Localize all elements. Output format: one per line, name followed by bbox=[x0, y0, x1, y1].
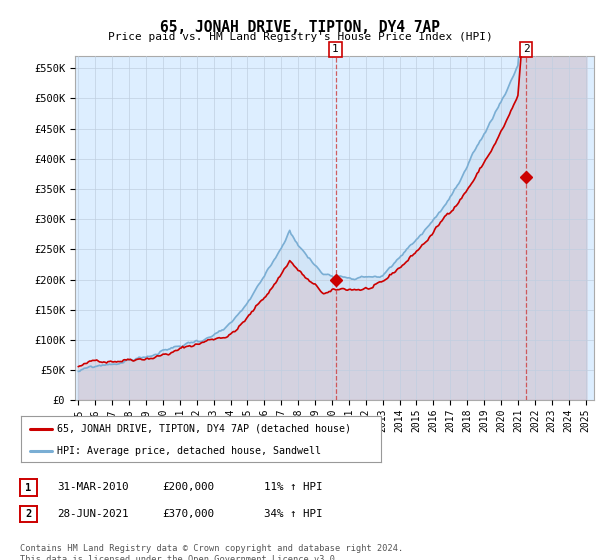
Text: 1: 1 bbox=[332, 44, 339, 54]
Text: Contains HM Land Registry data © Crown copyright and database right 2024.
This d: Contains HM Land Registry data © Crown c… bbox=[20, 544, 403, 560]
Text: HPI: Average price, detached house, Sandwell: HPI: Average price, detached house, Sand… bbox=[57, 446, 321, 455]
Text: 65, JONAH DRIVE, TIPTON, DY4 7AP (detached house): 65, JONAH DRIVE, TIPTON, DY4 7AP (detach… bbox=[57, 424, 351, 434]
Text: £370,000: £370,000 bbox=[162, 508, 214, 519]
Text: 11% ↑ HPI: 11% ↑ HPI bbox=[264, 482, 323, 492]
Text: 2: 2 bbox=[25, 509, 31, 519]
Text: 2: 2 bbox=[523, 44, 530, 54]
Text: £200,000: £200,000 bbox=[162, 482, 214, 492]
Text: 31-MAR-2010: 31-MAR-2010 bbox=[57, 482, 128, 492]
Text: 34% ↑ HPI: 34% ↑ HPI bbox=[264, 508, 323, 519]
Text: 28-JUN-2021: 28-JUN-2021 bbox=[57, 508, 128, 519]
Text: 65, JONAH DRIVE, TIPTON, DY4 7AP: 65, JONAH DRIVE, TIPTON, DY4 7AP bbox=[160, 20, 440, 35]
Text: 1: 1 bbox=[25, 483, 31, 493]
Text: Price paid vs. HM Land Registry's House Price Index (HPI): Price paid vs. HM Land Registry's House … bbox=[107, 32, 493, 43]
